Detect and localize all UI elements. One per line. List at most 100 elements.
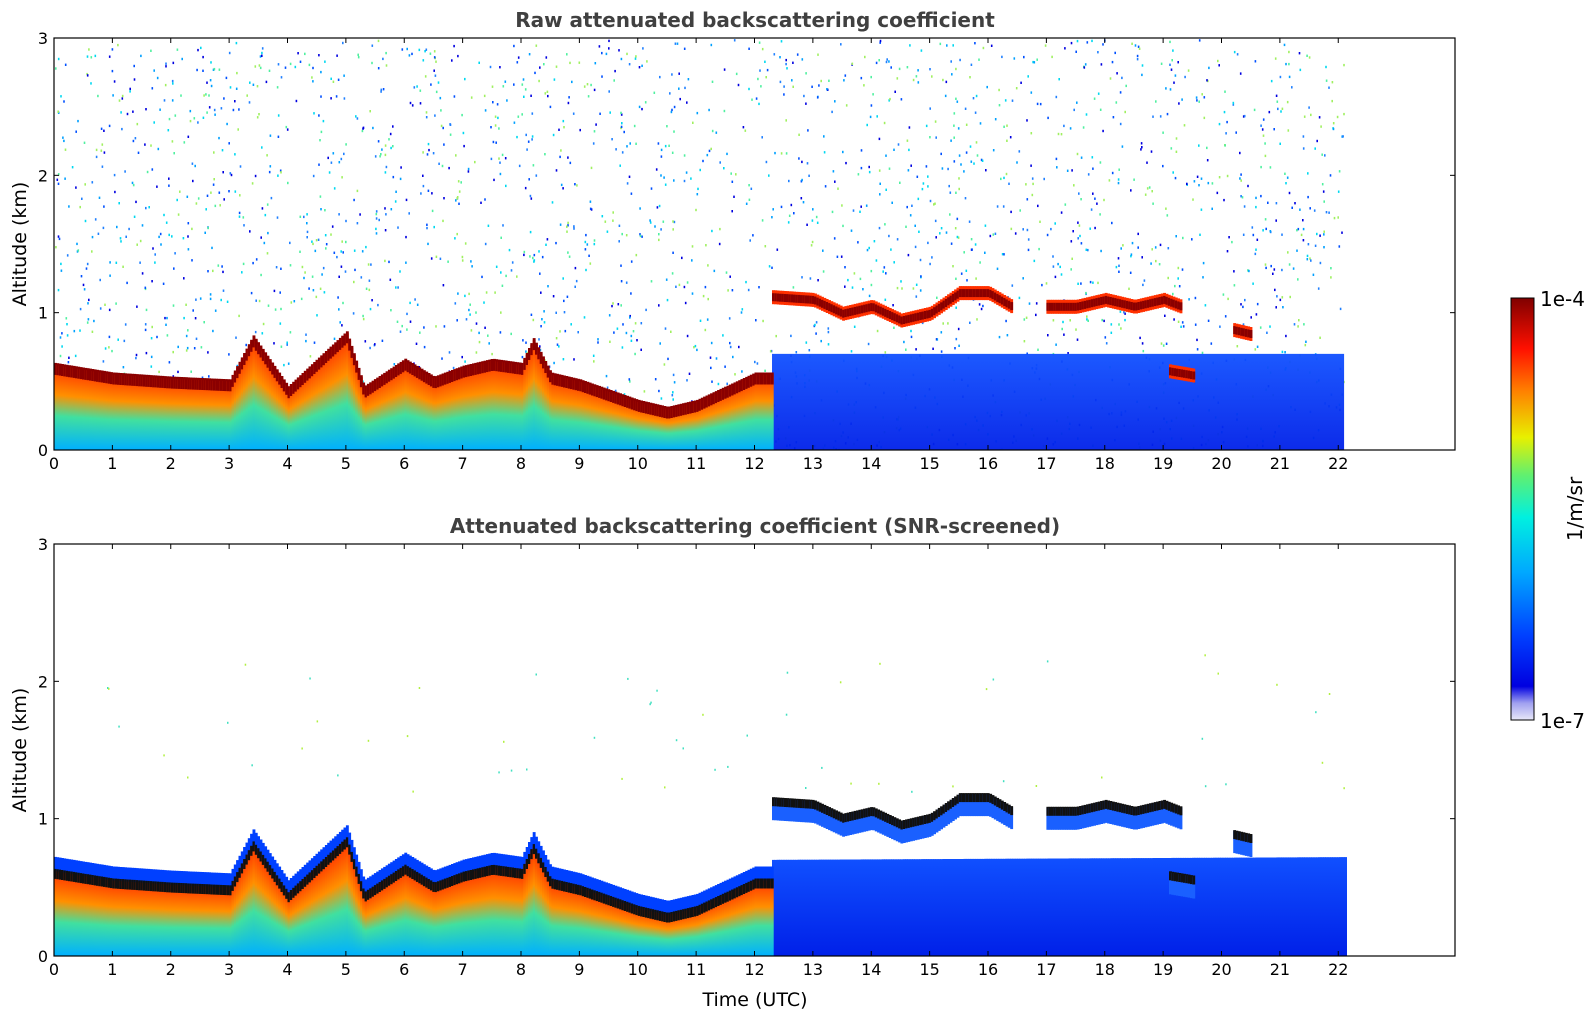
noise-speck [320,208,322,211]
bl-column [336,342,340,450]
noise-speck [1181,321,1184,324]
bl-halo [196,871,200,886]
noise-speck [621,346,624,349]
noise-speck [840,43,842,46]
noise-speck [609,340,611,343]
noise-speck [1308,106,1310,109]
noise-speck [122,366,125,369]
bl-top-edge [345,331,349,344]
bl-top-edge [345,837,349,848]
noise-speck [1262,118,1265,121]
noise-speck [456,232,458,236]
bl-top-edge [72,871,76,882]
bl-top-edge [58,869,62,880]
noise-speck [1211,207,1213,210]
noise-speck [762,319,764,323]
bl-halo [516,856,520,871]
noise-speck [206,194,209,197]
screened-column [1229,857,1233,956]
noise-speck [88,298,90,302]
noise-speck [811,240,814,244]
bl-top-edge [443,372,447,385]
cloud-halo [935,810,939,833]
noise-speck [345,143,347,146]
cloud-core [986,289,990,298]
screened-column [954,859,957,956]
bl-top-edge [413,364,417,377]
bl-halo [77,860,81,875]
noise-speck [337,78,340,81]
bl-top-edge [252,841,256,852]
bl-column [628,904,632,956]
bl-top-edge [495,359,499,372]
noise-speck [589,200,592,203]
noise-speck [114,190,116,194]
bl-top-edge [408,361,412,374]
bl-top-edge [371,886,375,897]
y-tick-label: 3 [38,29,48,48]
screened-column [898,859,901,956]
cloud-core [800,799,803,809]
cloud-core [846,812,850,822]
screened-column [956,859,960,956]
noise-speck [1300,233,1303,237]
bl-column [201,886,204,956]
screened-column [1215,857,1219,956]
noise-speck [1116,72,1118,75]
noise-speck [1166,112,1169,116]
bl-top-edge [149,375,153,388]
bl-column [173,378,176,450]
noise-speck [132,139,135,143]
noise-speck [790,203,793,207]
noise-speck [259,66,262,70]
noise-speck [516,275,518,278]
noise-speck [867,342,870,346]
noise-speck [494,124,497,127]
noise-speck [713,269,716,273]
bl-top-edge [544,867,548,877]
noise-speck [455,199,457,202]
noise-speck [755,97,758,100]
noise-speck [158,235,160,239]
noise-speck [214,309,217,312]
bl-column [644,909,648,956]
noise-speck [1181,268,1184,271]
noise-speck [960,272,963,275]
noise-speck [328,171,331,174]
noise-speck [909,44,911,47]
bl-column [665,408,669,450]
screened-column [1176,857,1179,956]
noise-speck [1270,264,1272,268]
bl-column [549,878,552,956]
noise-speck [1056,166,1058,169]
bl-halo [65,858,69,873]
noise-speck [374,155,377,158]
noise-speck [99,278,101,282]
noise-speck [211,246,213,250]
noise-speck [590,166,593,170]
bl-column [390,370,394,450]
noise-speck [626,182,629,185]
noise-speck [541,318,543,321]
screened-column [961,859,964,956]
noise-speck [699,319,702,322]
noise-speck [546,238,549,241]
cloud-core [947,801,950,811]
noise-speck [193,117,196,120]
noise-speck [1047,116,1049,120]
noise-speck [1198,39,1201,42]
bl-top-edge [630,903,634,914]
noise-speck [321,273,323,276]
bl-top-edge [451,876,454,886]
cloud-core [1144,300,1148,309]
bl-column [507,362,510,450]
noise-speck [845,161,847,165]
noise-speck [361,250,364,253]
screened-column [1171,857,1175,956]
noise-speck [638,66,641,69]
bl-column [469,872,473,956]
noise-speck [171,140,174,143]
bl-column [486,868,489,956]
bl-top-edge [509,867,513,878]
bl-halo [443,866,447,881]
